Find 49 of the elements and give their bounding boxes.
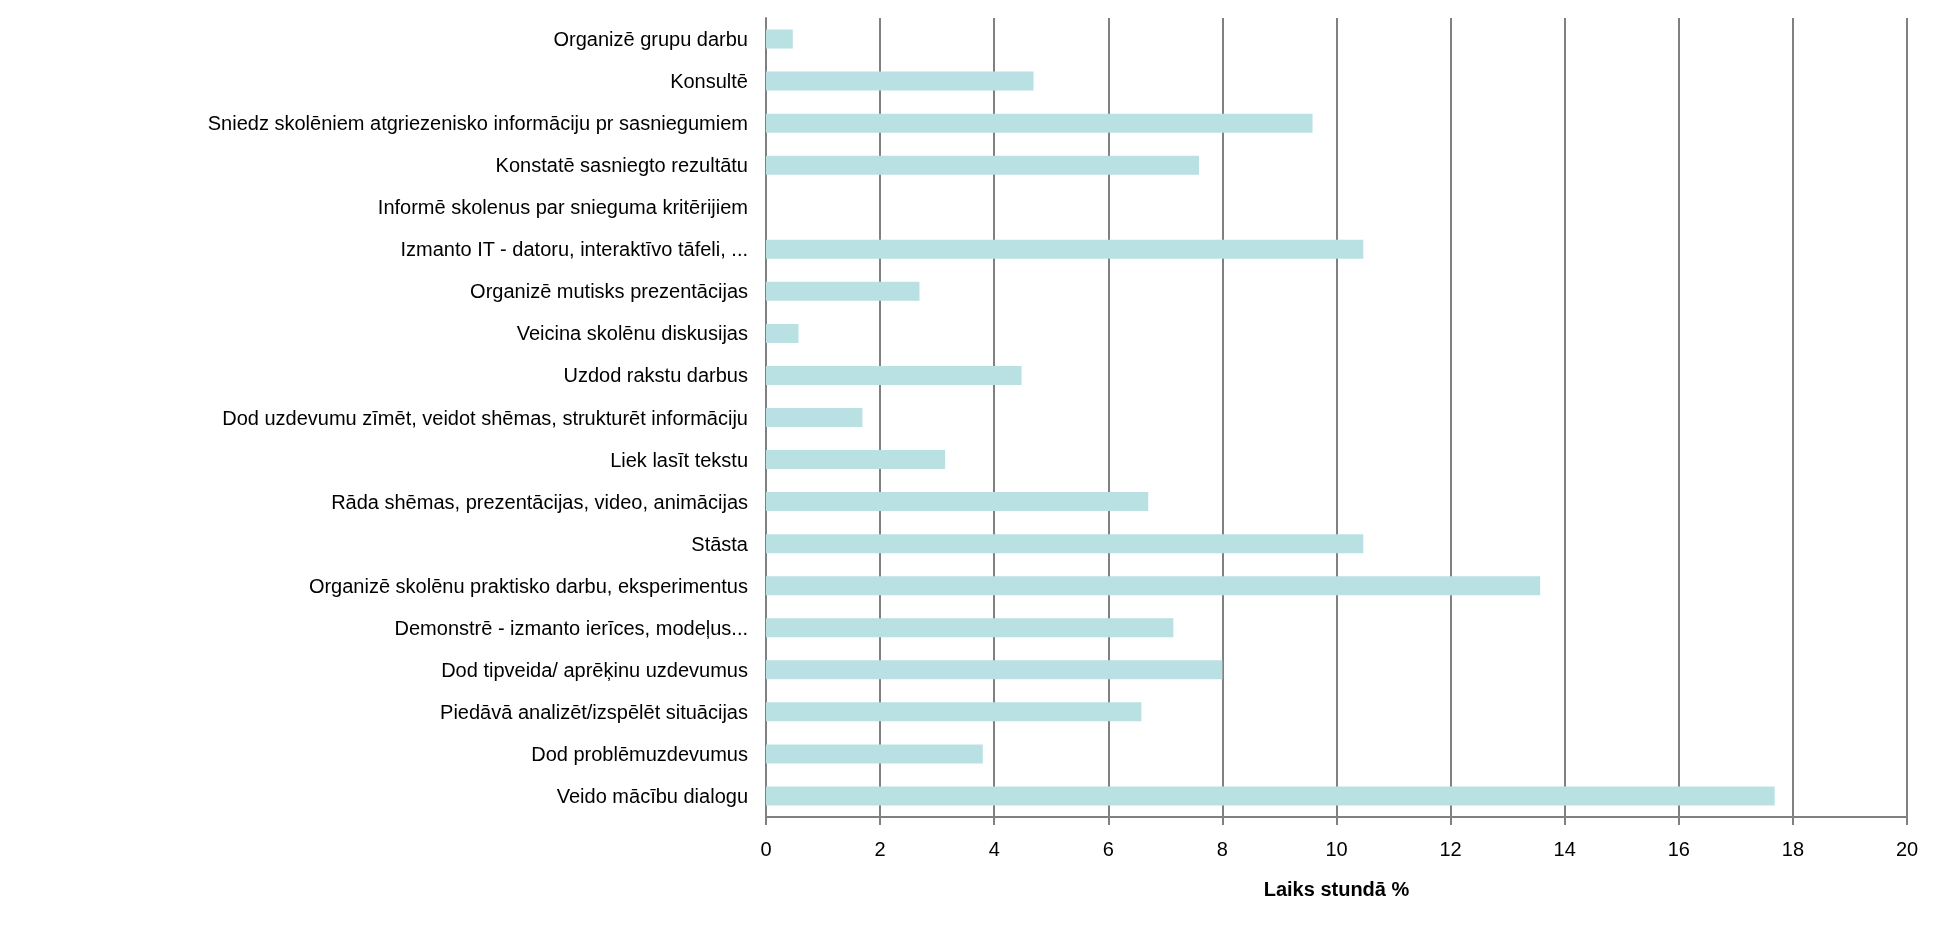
y-tick-label: Izmanto IT - datoru, interaktīvo tāfeli, ...	[400, 238, 748, 261]
x-tick-label: 18	[1781, 838, 1805, 860]
bar	[766, 702, 1142, 722]
bar	[766, 408, 863, 427]
bar	[766, 618, 1174, 638]
bar	[766, 155, 1200, 175]
y-tick-label: Organizē mutisks prezentācijas	[470, 280, 748, 303]
y-tick-label: Dod uzdevumu zīmēt, veidot shēmas, strukturēt informāciju	[222, 406, 748, 429]
y-tick-label: Veicina skolēnu diskusijas	[516, 322, 748, 345]
y-tick-label: Demonstrē - izmanto ierīces, modeļus...	[394, 616, 748, 639]
x-tick-label: 20	[1895, 838, 1919, 860]
x-tick-label: 0	[760, 838, 772, 860]
bar	[766, 576, 1541, 596]
y-tick-label: Piedāvā analizēt/izspēlēt situācijas	[440, 700, 748, 723]
bar	[766, 113, 1313, 133]
y-tick-label: Veido mācību dialogu	[556, 784, 748, 807]
y-tick-label: Organizē skolēnu praktisko darbu, eksperimentus	[308, 574, 748, 597]
bar	[766, 71, 1034, 91]
y-tick-label: Liek lasīt tekstu	[610, 448, 748, 471]
bar	[766, 744, 983, 764]
bar	[766, 660, 1223, 680]
bar	[766, 534, 1364, 554]
x-tick-label: 16	[1667, 838, 1690, 860]
x-axis-title: Laiks stundā %	[1263, 878, 1410, 900]
bar	[766, 365, 1022, 385]
bar	[766, 239, 1364, 259]
x-tick-label: 6	[1102, 838, 1114, 860]
x-tick-label: 8	[1216, 838, 1228, 860]
y-tick-label: Dod tipveida/ aprēķinu uzdevumus	[441, 658, 748, 681]
x-tick-label: 10	[1325, 838, 1348, 860]
y-tick-label: Dod problēmuzdevumus	[531, 742, 748, 765]
bar	[766, 450, 946, 470]
y-tick-label: Organizē grupu darbu	[553, 28, 748, 51]
x-tick-label: 4	[988, 838, 1000, 860]
y-tick-label: Sniedz skolēniem atgriezenisko informāciju pr sasniegumiem	[207, 112, 748, 135]
x-tick-label: 2	[874, 838, 886, 860]
y-tick-label: Konsultē	[670, 70, 748, 93]
bar	[766, 786, 1775, 806]
bar	[766, 323, 799, 343]
x-tick-label: 12	[1439, 838, 1462, 860]
y-tick-label: Uzdod rakstu darbus	[563, 364, 748, 387]
y-tick-label: Rāda shēmas, prezentācijas, video, animācijas	[331, 490, 748, 513]
y-tick-label: Stāsta	[691, 532, 749, 555]
bar	[766, 281, 920, 301]
bar	[766, 492, 1149, 512]
x-tick-label: 14	[1553, 838, 1576, 860]
y-tick-label: Konstatē sasniegto rezultātu	[495, 154, 748, 177]
y-tick-label: Informē skolenus par snieguma kritērijiem	[377, 196, 748, 219]
bar	[766, 29, 793, 49]
